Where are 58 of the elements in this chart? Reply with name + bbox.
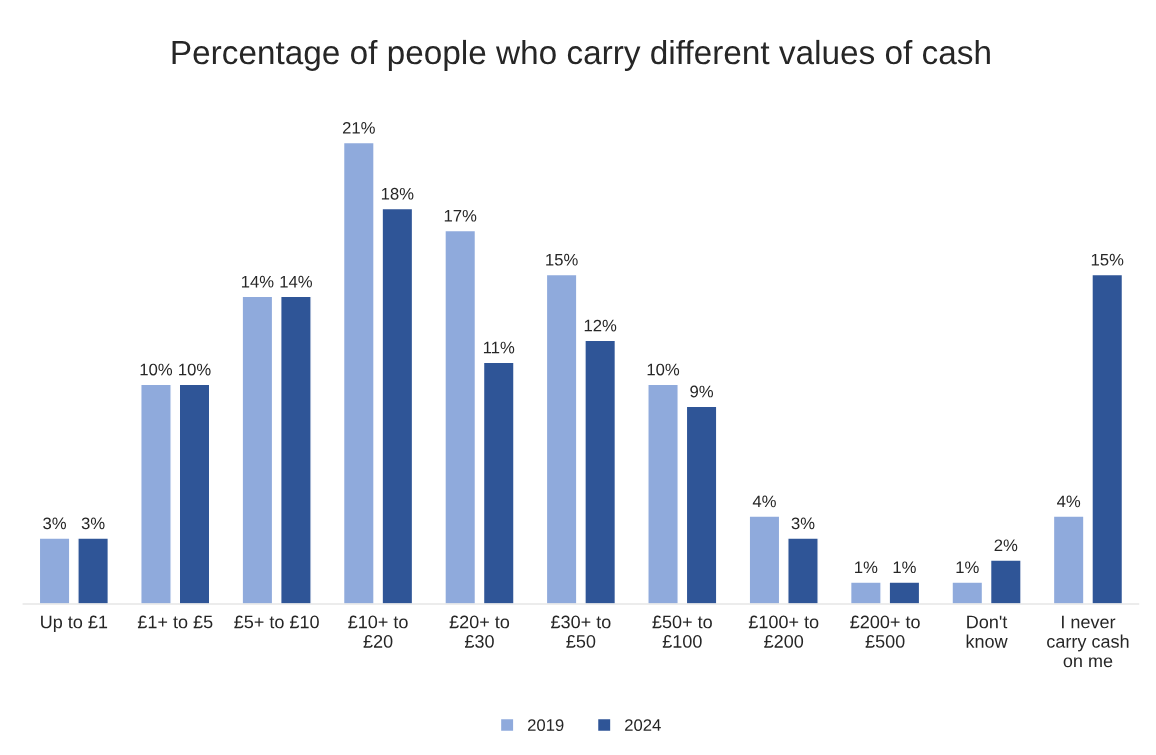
data-label: 3%	[43, 517, 67, 530]
bar	[381, 207, 414, 604]
data-label: 1%	[855, 561, 878, 574]
data-label: 9%	[690, 385, 714, 398]
bar	[241, 295, 274, 604]
bar	[140, 383, 172, 604]
bar	[1052, 515, 1085, 604]
x-tick-label: £1+ to £5	[137, 615, 213, 629]
data-label: 2%	[994, 539, 1018, 552]
x-tick-label: I never carry cash on me	[1047, 615, 1129, 668]
data-label: 14%	[280, 275, 313, 288]
bar	[1091, 273, 1124, 604]
data-label: 10%	[140, 363, 173, 376]
bar	[584, 339, 617, 604]
bar	[342, 141, 375, 604]
bar	[647, 383, 679, 604]
data-label: 14%	[241, 275, 274, 288]
x-tick-label: £20+ to £30	[449, 615, 510, 648]
x-tick-label: £5+ to £10	[234, 615, 319, 629]
data-label: 1%	[956, 561, 979, 574]
data-label: 17%	[444, 209, 477, 222]
data-label: 18%	[381, 187, 414, 200]
x-tick-label: £50+ to £100	[652, 615, 712, 648]
data-label: 21%	[342, 121, 375, 134]
bar	[38, 537, 71, 604]
bar	[989, 559, 1022, 604]
bar	[888, 581, 921, 604]
bar	[685, 405, 718, 604]
bar	[482, 361, 515, 604]
data-label: 10%	[179, 363, 211, 376]
bar	[444, 229, 477, 604]
bar	[951, 581, 984, 604]
x-tick-label: £30+ to £50	[551, 615, 611, 648]
data-label: 12%	[584, 319, 617, 332]
x-tick-label: Up to £1	[41, 615, 108, 632]
data-label: 10%	[647, 363, 680, 376]
chart-title: Percentage of people who carry different values of cash	[172, 39, 990, 71]
data-label: 3%	[791, 517, 815, 530]
legend-label: 2019	[527, 719, 564, 731]
bar	[280, 295, 312, 604]
data-label: 4%	[752, 495, 776, 508]
bar	[849, 581, 882, 604]
x-tick-label: £100+ to £200	[748, 615, 819, 648]
x-tick-label: £10+ to £20	[348, 615, 408, 648]
data-label: 3%	[81, 517, 105, 530]
data-label: 1%	[893, 561, 916, 574]
data-label: 11%	[483, 341, 515, 354]
bar	[178, 383, 211, 604]
bar	[77, 537, 110, 604]
bar	[545, 273, 578, 604]
data-label: 4%	[1057, 495, 1081, 508]
data-label: 15%	[546, 253, 578, 266]
x-tick-label: £200+ to £500	[850, 615, 920, 648]
bar	[787, 537, 819, 604]
data-label: 15%	[1091, 253, 1124, 266]
x-tick-label: Don't know	[966, 615, 1008, 648]
legend-label: 2024	[625, 719, 661, 731]
bar	[748, 515, 781, 604]
